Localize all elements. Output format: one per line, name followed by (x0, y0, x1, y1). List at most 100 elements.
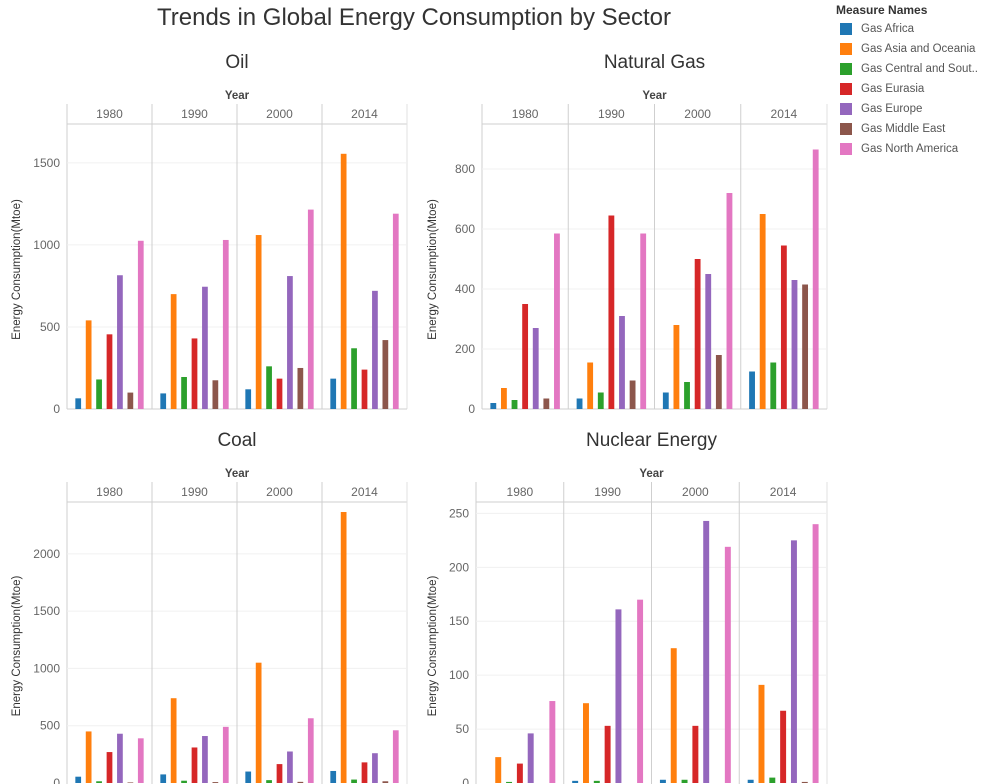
bar-gas-eurasia-2000 (692, 725, 699, 783)
legend-item-gas-middle-east[interactable]: Gas Middle East (836, 119, 984, 139)
bar-gas-north-america-2014 (392, 213, 399, 409)
bar-gas-eurasia-2014 (361, 369, 368, 409)
panel-title: Nuclear Energy (586, 430, 717, 451)
bar-gas-central-and-sout-2014 (769, 777, 776, 783)
bar-gas-central-and-sout-1990 (597, 392, 604, 409)
legend-title: Measure Names (836, 3, 928, 17)
bar-gas-asia-and-oceania-2000 (670, 648, 677, 783)
bar-gas-central-and-sout-2000 (266, 366, 272, 409)
bar-gas-north-america-2000 (726, 193, 733, 409)
year-label: 2000 (266, 485, 293, 499)
bar-gas-europe-1980 (532, 328, 539, 409)
legend-item-gas-asia-oceania[interactable]: Gas Asia and Oceania (836, 39, 984, 59)
bar-gas-middle-east-1990 (212, 782, 219, 783)
bar-gas-europe-1980 (117, 733, 123, 783)
bar-gas-asia-and-oceania-2014 (759, 214, 766, 409)
legend-label: Gas North America (861, 143, 959, 155)
bar-gas-central-and-sout-1980 (506, 781, 513, 783)
bar-gas-eurasia-1990 (191, 747, 198, 783)
bar-gas-middle-east-2000 (715, 355, 722, 409)
bar-gas-eurasia-1980 (516, 763, 523, 783)
bar-gas-eurasia-2000 (276, 378, 283, 409)
legend-swatch (840, 143, 852, 155)
year-label: 2014 (771, 107, 798, 121)
bar-gas-middle-east-1980 (543, 398, 550, 409)
y-tick-label: 0 (462, 776, 469, 784)
legend-item-gas-africa[interactable]: Gas Africa (836, 19, 984, 39)
bar-gas-europe-1990 (619, 316, 625, 409)
year-label: 1980 (512, 107, 539, 121)
y-axis-title: Energy Consumption(Mtoe) (11, 199, 23, 340)
bar-gas-central-and-sout-1990 (181, 780, 187, 783)
bar-gas-europe-1980 (527, 733, 534, 783)
y-tick-label: 2000 (33, 547, 60, 561)
bar-gas-asia-and-oceania-1980 (85, 731, 92, 783)
bar-gas-africa-1990 (160, 774, 167, 783)
bar-gas-asia-and-oceania-1990 (170, 698, 177, 783)
bar-gas-central-and-sout-1990 (593, 780, 600, 783)
y-axis-title: Energy Consumption(Mtoe) (11, 576, 23, 717)
legend-label: Gas Eurasia (861, 83, 925, 95)
bar-gas-asia-and-oceania-1980 (500, 388, 507, 409)
year-label: 2014 (351, 107, 378, 121)
bar-gas-middle-east-2014 (802, 284, 809, 409)
bar-gas-eurasia-1980 (106, 752, 113, 783)
bar-gas-north-america-2014 (812, 524, 819, 783)
bar-gas-central-and-sout-2000 (684, 382, 690, 409)
bar-gas-middle-east-1990 (212, 380, 219, 409)
y-axis-title: Energy Consumption(Mtoe) (427, 199, 439, 340)
legend-label: Gas Africa (861, 23, 915, 35)
bar-gas-asia-and-oceania-2014 (758, 684, 765, 783)
legend-label: Gas Europe (861, 103, 923, 115)
legend-swatch (840, 43, 852, 55)
y-tick-label: 1500 (33, 156, 60, 170)
y-axis-title: Energy Consumption(Mtoe) (427, 576, 439, 717)
bar-gas-africa-2014 (330, 378, 337, 409)
bar-gas-central-and-sout-2014 (351, 348, 357, 409)
year-label: 2014 (351, 485, 378, 499)
bar-gas-eurasia-1990 (604, 725, 611, 783)
bar-gas-eurasia-2014 (780, 710, 787, 783)
y-tick-label: 150 (449, 614, 469, 628)
bar-gas-eurasia-2014 (780, 245, 787, 409)
bar-gas-europe-2014 (372, 290, 378, 409)
bar-gas-europe-2014 (372, 753, 378, 783)
column-header: Year (639, 468, 664, 480)
y-tick-label: 1000 (33, 238, 60, 252)
bar-gas-middle-east-1990 (629, 380, 636, 409)
bar-gas-africa-2000 (245, 389, 252, 409)
bar-gas-north-america-1980 (554, 233, 560, 409)
chart-natural-gas: Natural Gas Year 0 200 400 600 800 Energy Consu… (427, 52, 828, 416)
bar-gas-north-america-2000 (307, 209, 314, 409)
bar-gas-asia-and-oceania-2000 (255, 235, 262, 409)
bar-gas-eurasia-2000 (694, 259, 701, 409)
page-title: Trends in Global Energy Consumption by S… (156, 4, 672, 31)
y-tick-label: 1000 (33, 661, 60, 675)
y-tick-label: 800 (455, 162, 475, 176)
legend-item-gas-eurasia[interactable]: Gas Eurasia (836, 79, 984, 99)
year-label: 1990 (598, 107, 625, 121)
legend-item-gas-europe[interactable]: Gas Europe (836, 99, 984, 119)
legend[interactable]: Measure Names Gas Africa Gas Asia and Oc… (836, 3, 984, 159)
legend-item-gas-north-america[interactable]: Gas North America (836, 139, 984, 159)
legend-item-gas-central-south[interactable]: Gas Central and Sout.. (836, 59, 984, 79)
bar-gas-north-america-2000 (307, 718, 314, 783)
bar-gas-asia-and-oceania-1990 (587, 362, 594, 409)
bar-gas-central-and-sout-2000 (266, 780, 272, 783)
bar-gas-africa-2014 (749, 371, 755, 409)
bar-gas-africa-1990 (160, 393, 167, 409)
year-label: 1980 (96, 485, 123, 499)
legend-swatch (840, 83, 852, 95)
bar-gas-central-and-sout-2000 (681, 779, 688, 783)
bar-gas-asia-and-oceania-1980 (495, 757, 502, 783)
bar-gas-north-america-2000 (724, 546, 731, 783)
bar-gas-africa-1980 (490, 403, 497, 409)
bar-gas-north-america-2014 (812, 149, 819, 409)
bar-gas-asia-and-oceania-1980 (85, 320, 92, 409)
bar-gas-middle-east-2000 (297, 781, 304, 783)
y-tick-label: 100 (449, 668, 469, 682)
legend-label: Gas Central and Sout.. (861, 63, 978, 75)
bar-gas-europe-1990 (615, 609, 622, 783)
legend-label: Gas Middle East (861, 123, 946, 135)
